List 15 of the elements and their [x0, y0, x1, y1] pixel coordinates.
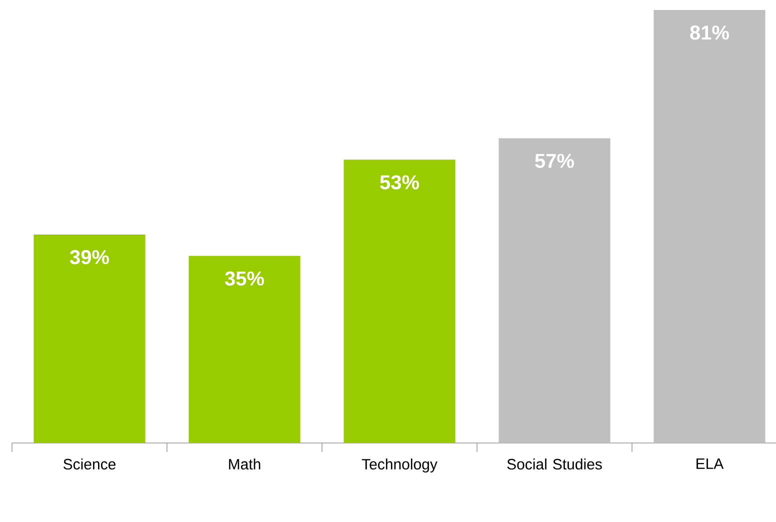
bar [34, 234, 146, 443]
bar [654, 10, 766, 443]
data-label: 35% [224, 271, 264, 286]
x-tick-label: Social Studies [507, 458, 602, 470]
data-label: 39% [70, 250, 109, 264]
x-tick-label: ELA [696, 458, 724, 469]
x-tick-label: Math [229, 458, 260, 470]
bar [188, 256, 300, 443]
bar [498, 138, 610, 443]
data-label: 57% [535, 154, 574, 168]
data-label: 53% [380, 175, 419, 190]
data-label: 81% [690, 26, 729, 40]
x-tick-label: Science [64, 458, 116, 470]
x-tick-label: Technology [362, 458, 438, 472]
bar [344, 160, 456, 443]
